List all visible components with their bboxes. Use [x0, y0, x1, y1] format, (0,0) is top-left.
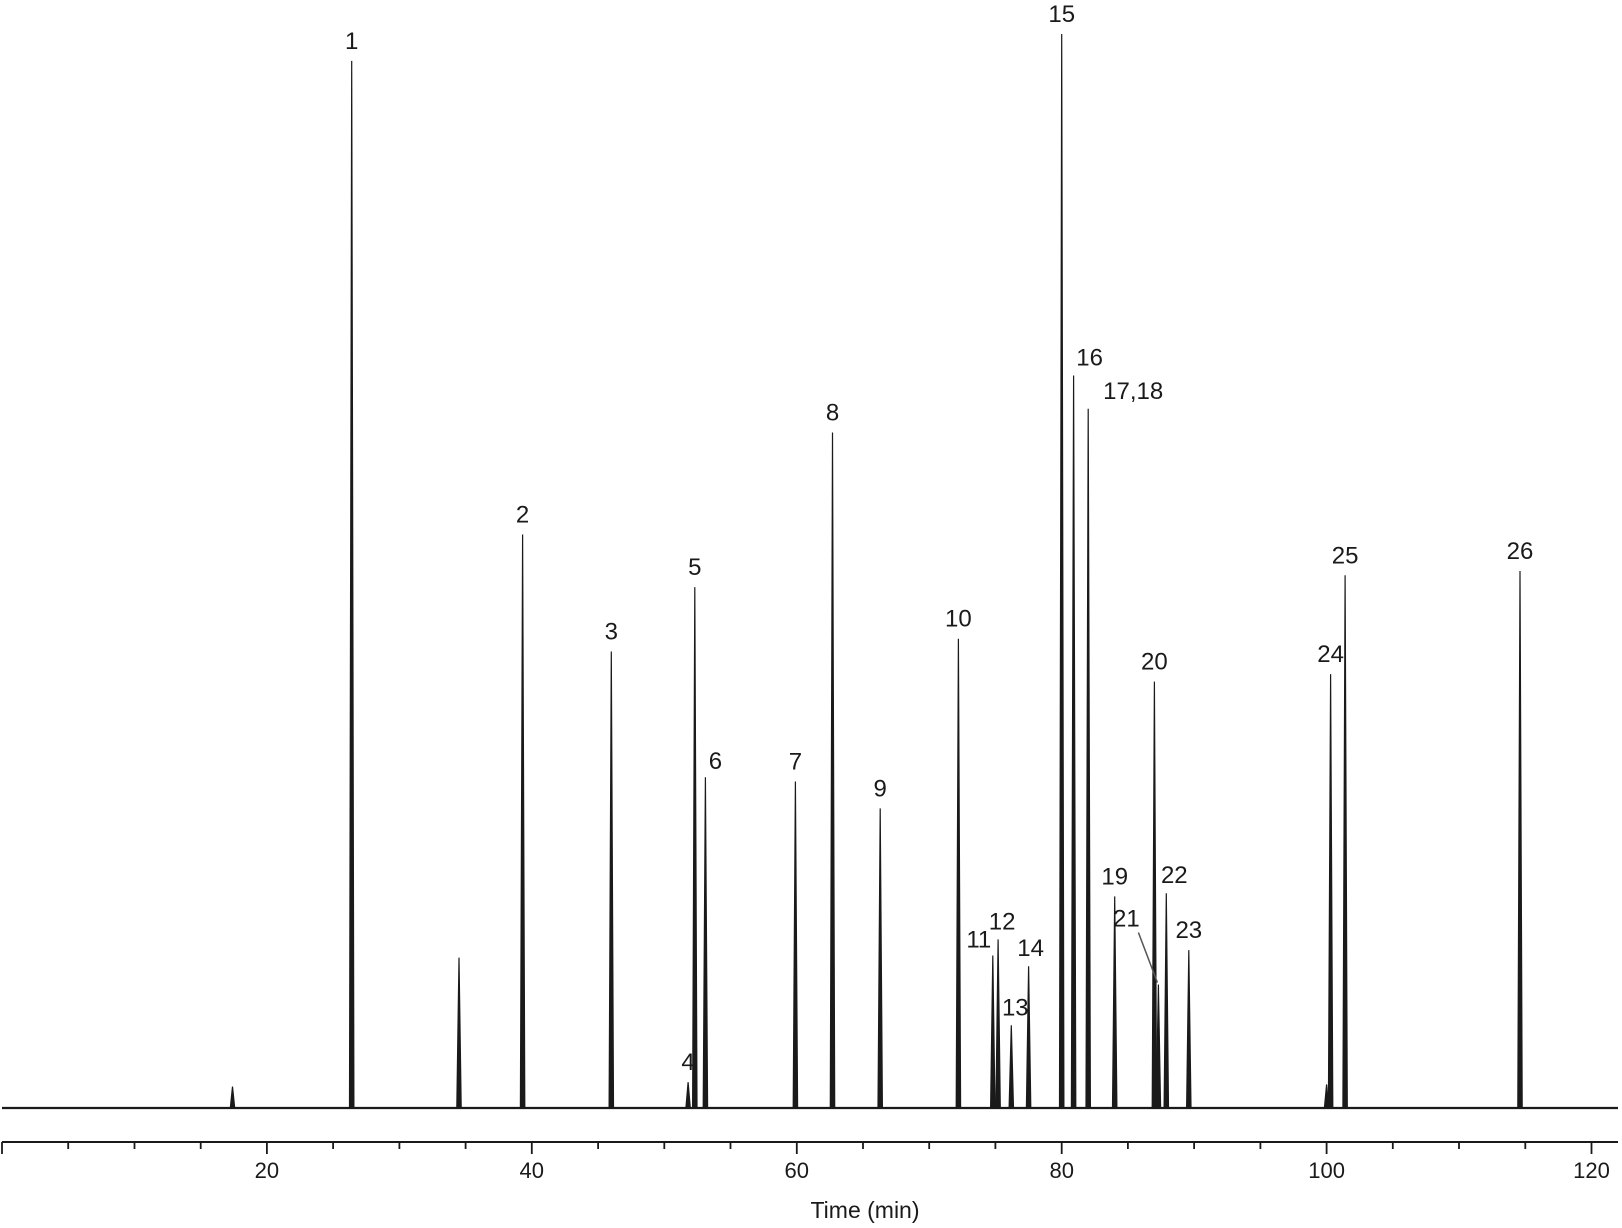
peak-13: [1008, 1025, 1015, 1109]
peak-unlabeled-1: [229, 1086, 236, 1109]
peak-12: [995, 939, 1001, 1109]
peak-unlabeled-24: [1323, 1084, 1330, 1109]
peak-label-13: 13: [1002, 994, 1029, 1021]
peak-label-5: 5: [688, 554, 701, 581]
peak-label-10: 10: [945, 606, 972, 633]
x-tick-label-80: 80: [1049, 1158, 1073, 1183]
x-axis-ticks: 20 40 60 80 100 120: [1, 1142, 1610, 1183]
peak-25: [1342, 575, 1348, 1109]
peak-label-12: 12: [989, 908, 1016, 935]
peak-9: [877, 808, 884, 1109]
peak-label-7: 7: [789, 749, 802, 776]
peak-15: [1058, 33, 1065, 1109]
peak-label-9: 9: [874, 775, 887, 802]
peak-label-8: 8: [826, 400, 839, 427]
x-tick-label-40: 40: [520, 1158, 544, 1183]
peak-20: [1151, 681, 1158, 1109]
peak-unlabeled-2: [456, 957, 462, 1109]
peak-label-4: 4: [681, 1049, 694, 1076]
peak-label-3: 3: [605, 619, 618, 646]
peak-label-2: 2: [516, 502, 529, 529]
x-tick-label-100: 100: [1308, 1158, 1345, 1183]
x-tick-label-20: 20: [255, 1158, 279, 1183]
peak-7: [792, 781, 799, 1109]
peak-4: [685, 1082, 691, 1109]
peak-23: [1185, 950, 1192, 1109]
peak-label-19: 19: [1101, 863, 1128, 890]
peak-label-21: 21: [1113, 906, 1140, 933]
peak-label-24: 24: [1317, 641, 1344, 668]
peak-label-17-18: 17,18: [1103, 378, 1163, 405]
peak-14: [1025, 966, 1032, 1109]
peak-label-16: 16: [1076, 345, 1103, 372]
peak-21: [1155, 984, 1162, 1109]
peak-label-20: 20: [1141, 649, 1168, 676]
peak-label-6: 6: [709, 748, 722, 775]
peak-3: [608, 651, 615, 1109]
peak-label-23: 23: [1175, 917, 1202, 944]
peak-19: [1111, 896, 1118, 1109]
peak-26: [1517, 570, 1523, 1109]
peak-10: [955, 638, 962, 1109]
peak-label-11: 11: [966, 927, 991, 954]
x-tick-label-60: 60: [785, 1158, 809, 1183]
peak-label-25: 25: [1332, 542, 1359, 569]
peak-label-1: 1: [345, 28, 358, 55]
peak-label-15: 15: [1048, 1, 1075, 28]
peak-16: [1070, 375, 1077, 1109]
peak-label-22: 22: [1161, 862, 1188, 889]
x-axis-title: Time (min): [810, 1197, 919, 1223]
peak-8: [829, 432, 836, 1109]
signal-layer: [2, 33, 1618, 1110]
peak-6: [702, 777, 709, 1109]
x-axis: 20 40 60 80 100 120 Time (min): [1, 1141, 1618, 1223]
peak-17-18: [1085, 408, 1092, 1109]
peak-24: [1327, 674, 1334, 1109]
x-tick-label-120: 120: [1573, 1158, 1610, 1183]
peak-2: [519, 534, 526, 1109]
peak-label-26: 26: [1507, 538, 1534, 565]
peak-label-14: 14: [1017, 935, 1044, 962]
peak-5: [691, 587, 698, 1109]
peak-11: [989, 955, 996, 1109]
peak-22: [1163, 893, 1170, 1109]
peak-1: [348, 60, 355, 1109]
peak-leader-21: [1137, 932, 1159, 983]
